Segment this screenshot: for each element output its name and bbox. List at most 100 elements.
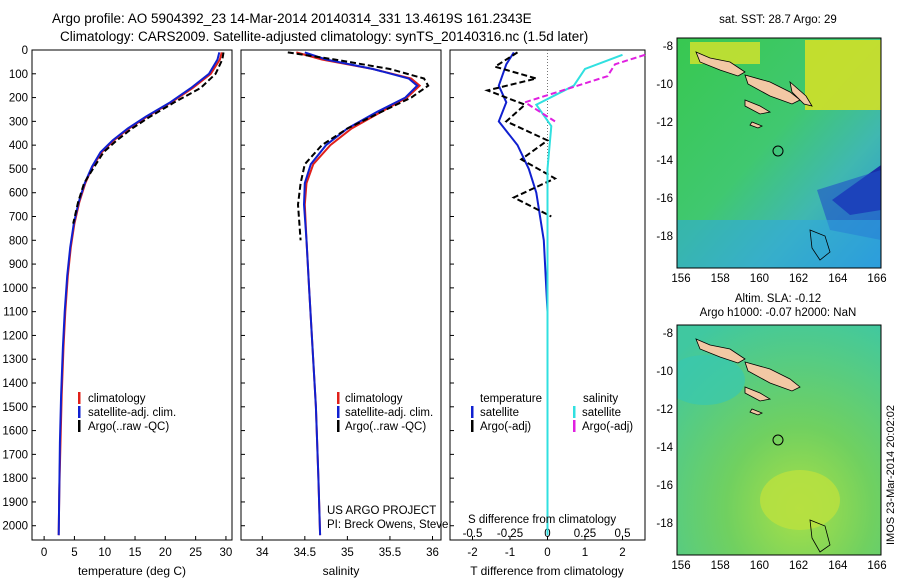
lon-tick-label: 160 [750,273,769,285]
depth-tick-label: 300 [9,116,28,128]
series-argo-raw-qc-line [72,52,225,224]
sla-map-panel: Altim. SLA: -0.12 Argo h1000: -0.07 h200… [656,293,886,572]
legend-satellite-swatch [78,406,81,418]
sla-low-west [677,355,745,405]
depth-tick-label: 1500 [2,402,28,414]
lat-tick-label: -18 [656,518,673,530]
legend-sal-satellite: satellite [582,407,621,419]
x-tick-label: -1 [505,547,515,559]
depth-tick-label: 500 [9,164,28,176]
lon-tick-label: 164 [828,273,848,285]
s-tick-label: -0.5 [463,528,483,540]
legend-climatology-swatch [78,392,81,404]
lon-tick-label: 162 [789,560,808,572]
argo-float-marker [772,434,784,446]
legend-satellite: satellite-adj. clim. [88,407,176,419]
lat-tick-label: -16 [656,480,673,492]
difference-panel: -2 -1 0 1 2 -0.5 -0.25 0 0.25 0.5 S difference f… [449,49,646,578]
sst-map-frame [676,37,882,269]
legend-argo: Argo(..raw -QC) [88,421,169,433]
legend-argo-swatch [78,420,81,432]
lat-tick-label: -8 [663,41,673,53]
lat-tick-label: -12 [656,404,673,416]
reef-contour [809,229,831,261]
island-rennell [749,408,763,416]
legend-sal-satellite-swatch [573,406,576,418]
x-tick-label: 20 [159,547,172,559]
depth-tick-label: 1100 [3,307,28,319]
legend-climatology-swatch [337,392,340,404]
depth-tick-label: 1600 [2,426,28,438]
lat-tick-label: -14 [656,155,673,167]
island-guadalcanal [744,386,772,402]
x-tick-label: 10 [98,547,111,559]
lon-tick-label: 158 [711,273,730,285]
sla-map-title: Altim. SLA: -0.12 [735,293,821,305]
x-tick-label: 35 [341,547,354,559]
depth-tick-label: 100 [9,69,28,81]
lat-tick-label: -8 [663,328,673,340]
depth-tick-label: 200 [9,93,28,105]
depth-axis: 0 100 200 300 400 500 600 700 800 900 1000 1100 1200… [2,45,36,533]
legend-climatology: climatology [345,393,403,405]
x-tick-label: 0 [41,547,47,559]
temperature-legend: climatology satellite-adj. clim. Argo(..… [78,392,176,433]
series-temperature-satellite-line [497,51,549,536]
imos-timestamp: IMOS 23-Mar-2014 20:02:02 [885,405,897,545]
lat-tick-label: -10 [656,79,673,91]
sla-map-subtitle: Argo h1000: -0.07 h2000: NaN [700,307,857,319]
s-tick-label: 0.5 [615,528,631,540]
x-tick-label: 0 [544,547,550,559]
legend-salinity-header: salinity [583,393,618,405]
salinity-x-label: salinity [323,564,360,578]
lon-tick-label: 166 [867,560,886,572]
argo-float-marker [772,145,784,157]
lat-tick-label: -16 [656,193,673,205]
depth-tick-label: 1000 [2,283,28,295]
x-tick-label: 36 [426,547,439,559]
series-salinity-argo-adj-line [522,53,646,123]
salinity-legend: climatology satellite-adj. clim. Argo(..… [337,392,433,433]
legend-sal-argo: Argo(-adj) [582,421,633,433]
salinity-plot-frame [240,49,442,541]
t-difference-x-axis: -2 -1 0 1 2 [467,536,626,559]
series-satellite-adj-clim-line [57,52,221,536]
series-argo-raw-qc-line [287,51,430,241]
lon-tick-label: 162 [789,273,808,285]
series-salinity-satellite-line [534,53,623,536]
sst-map-panel: sat. SST: 28.7 Argo: 29 156 158 160 162 164 1… [656,14,886,285]
island-rennell [749,121,763,129]
lat-tick-label: -10 [656,366,673,378]
legend-satellite: satellite-adj. clim. [345,407,433,419]
island-isabel [744,74,801,105]
series-temperature-argo-adj-line [484,51,558,218]
lat-tick-label: -14 [656,442,673,454]
difference-legend: temperature salinity satellite Argo(-adj… [471,393,633,433]
sst-warm-patch-east [805,40,881,110]
legend-satellite-swatch [337,406,340,418]
figure-title-line2: Climatology: CARS2009. Satellite-adjuste… [60,29,589,44]
island-choiseul [695,338,746,364]
x-tick-label: 30 [220,547,233,559]
legend-sal-argo-swatch [573,420,576,432]
depth-tick-label: 900 [9,259,28,271]
t-difference-label: T difference from climatology [470,564,624,578]
legend-temperature-header: temperature [480,393,542,405]
temperature-x-axis: 0 5 10 15 20 25 30 [41,536,232,559]
depth-tick-label: 1700 [2,449,28,461]
depth-tick-label: 1400 [2,378,28,390]
depth-tick-label: 400 [9,140,28,152]
island-guadalcanal [744,99,772,115]
legend-argo-swatch [337,420,340,432]
sla-high-south [760,470,840,530]
project-label: US ARGO PROJECT [327,505,436,517]
island-choiseul [695,51,746,77]
depth-tick-label: 1200 [2,330,28,342]
lon-tick-label: 158 [711,560,730,572]
s-difference-label: S difference from climatology [468,514,616,526]
temperature-profile-panel: 0100200300400500600700800900100011001200… [2,45,233,578]
depth-tick-label: 1800 [2,473,28,485]
x-tick-label: -2 [467,547,477,559]
legend-temp-satellite-swatch [471,406,474,418]
sst-south-band [677,220,881,268]
